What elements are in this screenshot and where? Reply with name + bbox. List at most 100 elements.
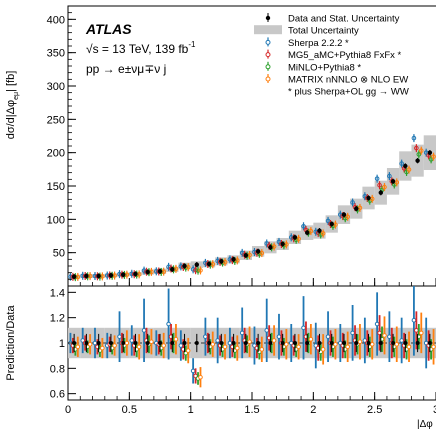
ratio-marker [124, 340, 130, 346]
prediction-marker [325, 218, 331, 224]
prediction-marker [190, 267, 196, 272]
ratio-data-point [403, 341, 408, 345]
ratio-marker [301, 325, 306, 331]
ratio-marker [264, 328, 270, 333]
legend-entry-label: MiNLO+Pythia8 * [288, 62, 361, 73]
data-point [305, 230, 310, 235]
legend-entry-label: MATRIX nNNLO ⊗ NLO EW [288, 75, 408, 86]
legend-entry-label: Total Uncertainty [288, 26, 359, 37]
ratio-data-point [378, 341, 383, 345]
prediction-marker [185, 264, 191, 270]
prediction-marker [418, 148, 424, 153]
ratio-data-point [158, 341, 162, 345]
y-tick-label: 200 [47, 148, 65, 160]
ratio-data-point [366, 341, 371, 345]
y-tick-label: 250 [47, 114, 65, 126]
process-label: pp → e±νμ∓ν j [86, 62, 166, 76]
data-point [157, 269, 163, 274]
ratio-marker [369, 341, 375, 347]
y-tick-label: 150 [47, 181, 65, 193]
ratio-marker [173, 336, 179, 342]
ratio-marker [399, 338, 404, 343]
prediction-marker [414, 145, 419, 151]
prediction-marker [387, 173, 392, 179]
data-point [133, 271, 138, 277]
data-point [329, 221, 334, 227]
legend-entry-label: MG5_aMC+Pythia8 FxFx * [288, 50, 402, 61]
y-tick-label: 100 [47, 214, 65, 226]
ratio-data-point [219, 341, 224, 345]
ratio-marker [350, 330, 355, 336]
x-tick-label: 2.5 [367, 404, 382, 416]
data-point [317, 228, 322, 233]
legend-swatch-band [254, 25, 282, 35]
ratio-data-point [268, 341, 273, 345]
x-tick-label: 2 [310, 404, 316, 416]
data-point [96, 273, 101, 279]
ratio-marker [325, 334, 331, 339]
data-point [341, 212, 347, 217]
ratio-marker [112, 343, 117, 348]
data-point [206, 261, 212, 267]
data-point [427, 150, 433, 155]
ratio-data-point [292, 341, 297, 345]
ratio-data-point [243, 341, 248, 345]
ratio-marker [418, 330, 424, 336]
ratio-marker [92, 340, 98, 346]
prediction-marker [198, 268, 203, 273]
data-point [268, 245, 273, 250]
ratio-data-point [427, 341, 432, 345]
prediction-marker [259, 250, 265, 256]
prediction-marker [377, 182, 382, 188]
ratio-marker [129, 338, 135, 343]
ratio-marker [296, 344, 301, 350]
data-point [255, 249, 261, 254]
ratio-y-tick-label: 1.2 [50, 313, 65, 325]
ratio-marker [411, 317, 417, 323]
ratio-marker [271, 338, 277, 343]
prediction-marker [345, 214, 350, 220]
prediction-marker [374, 176, 380, 181]
ratio-marker [75, 344, 81, 350]
legend-swatch-marker [265, 52, 271, 58]
ratio-marker [166, 321, 171, 327]
legend-swatch-marker [265, 39, 271, 45]
ratio-marker [222, 344, 228, 350]
prediction-marker [416, 152, 422, 157]
ratio-data-point [391, 341, 396, 345]
data-point [280, 241, 285, 247]
ratio-data-point [145, 341, 150, 345]
data-point [378, 190, 383, 195]
ratio-data-point [194, 341, 199, 345]
ratio-data-point [207, 341, 212, 345]
x-tick-label: 3 [433, 404, 436, 416]
energy-lumi-label: √s = 13 TeV, 139 fb-1 [86, 40, 196, 56]
data-point [84, 273, 89, 279]
data-point [219, 259, 224, 264]
data-point [390, 179, 396, 184]
data-point [108, 273, 114, 278]
ratio-data-point [280, 341, 285, 345]
ratio-marker [406, 344, 412, 350]
x-tick-label: 1.5 [244, 404, 259, 416]
data-point [292, 235, 298, 240]
ratio-data-point [317, 341, 322, 345]
prediction-marker [320, 231, 326, 236]
ratio-marker [394, 341, 400, 347]
prediction-marker [308, 228, 314, 234]
y-tick-label: 400 [47, 14, 65, 26]
ratio-marker [227, 340, 233, 346]
ratio-y-axis-label: Prediction/Data [5, 305, 17, 381]
legend-swatch-dot [265, 15, 271, 21]
marker-layer [68, 134, 436, 388]
ratio-marker [141, 328, 147, 333]
ratio-data-point [415, 341, 420, 345]
experiment-label: ATLAS [85, 21, 132, 37]
legend-entry-label: Sherpa 2.2.2 * [288, 38, 349, 49]
ratio-marker [136, 344, 142, 350]
ratio-marker [259, 347, 265, 352]
data-point [415, 158, 420, 163]
prediction-marker [382, 184, 387, 190]
prediction-marker [431, 154, 436, 159]
